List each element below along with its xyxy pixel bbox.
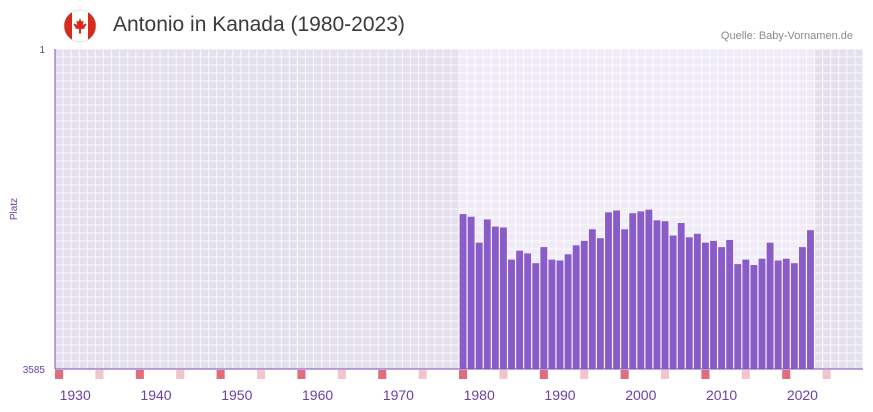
bar <box>637 211 645 369</box>
bar <box>500 227 507 369</box>
y-tick-label: 1 <box>39 45 45 56</box>
bar <box>483 219 491 369</box>
bar <box>718 247 726 369</box>
decade-marker <box>701 370 710 379</box>
x-tick-label: 2000 <box>625 387 656 403</box>
decade-marker <box>378 370 387 379</box>
y-axis-label: Platz <box>9 198 20 220</box>
bar <box>629 213 637 369</box>
bar <box>669 235 677 369</box>
bar <box>572 245 580 369</box>
x-tick-label: 2020 <box>787 387 818 403</box>
decade-marker <box>55 370 64 379</box>
bar-series <box>459 209 814 369</box>
bar <box>758 258 766 369</box>
bar <box>710 240 717 369</box>
x-tick-label: 1940 <box>140 387 171 403</box>
bar <box>742 259 750 369</box>
bar <box>807 230 814 369</box>
bar <box>467 216 475 369</box>
decade-marker <box>135 370 144 379</box>
bar <box>491 226 499 369</box>
decade-marker <box>216 370 225 379</box>
bar <box>596 238 604 369</box>
x-tick-label: 1950 <box>221 387 252 403</box>
decade-marker <box>620 370 629 379</box>
bar <box>556 260 564 369</box>
half-decade-marker <box>580 370 589 379</box>
bar <box>677 223 685 369</box>
decade-marker <box>297 370 306 379</box>
decade-marker <box>782 370 791 379</box>
canada-flag-icon <box>63 9 97 43</box>
bar <box>790 263 798 369</box>
bar <box>588 229 596 369</box>
half-decade-marker <box>822 370 831 379</box>
bar <box>645 209 653 369</box>
y-tick-label: 3585 <box>23 365 46 376</box>
page-title: Antonio in Kanada (1980-2023) <box>113 13 405 36</box>
half-decade-marker <box>95 370 104 379</box>
bar <box>653 220 661 369</box>
bar <box>734 264 742 369</box>
bar <box>532 263 540 369</box>
x-tick-label: 1970 <box>383 387 414 403</box>
bar <box>605 212 612 369</box>
half-decade-marker <box>418 370 427 379</box>
x-tick-label: 1990 <box>544 387 575 403</box>
source-credit: Quelle: Baby-Vornamen.de <box>720 30 853 42</box>
half-decade-marker <box>741 370 750 379</box>
bar <box>766 242 774 369</box>
bar <box>661 221 669 369</box>
bar <box>798 247 806 369</box>
bar <box>726 239 734 369</box>
half-decade-marker <box>661 370 670 379</box>
bar <box>693 233 701 369</box>
bar <box>621 229 629 369</box>
x-tick-label: 1960 <box>302 387 333 403</box>
decade-marker <box>459 370 468 379</box>
x-tick-label: 1980 <box>464 387 495 403</box>
bar <box>774 260 782 369</box>
bar <box>459 214 467 369</box>
decade-marker <box>539 370 548 379</box>
half-decade-marker <box>176 370 185 379</box>
bar <box>524 253 532 369</box>
x-tick-label: 1930 <box>60 387 91 403</box>
grid-lines <box>54 48 864 370</box>
bar <box>475 242 483 369</box>
bar <box>548 259 556 369</box>
bar <box>516 250 524 369</box>
x-tick-label: 2010 <box>706 387 737 403</box>
bar <box>702 242 709 369</box>
bar <box>613 210 620 369</box>
bar <box>782 258 790 369</box>
half-decade-marker <box>257 370 266 379</box>
bar <box>564 254 572 369</box>
half-decade-marker <box>337 370 346 379</box>
half-decade-marker <box>499 370 508 379</box>
bar <box>580 240 588 369</box>
bar <box>685 237 693 369</box>
bar <box>540 247 548 369</box>
bar <box>750 264 758 369</box>
bar <box>508 259 515 369</box>
